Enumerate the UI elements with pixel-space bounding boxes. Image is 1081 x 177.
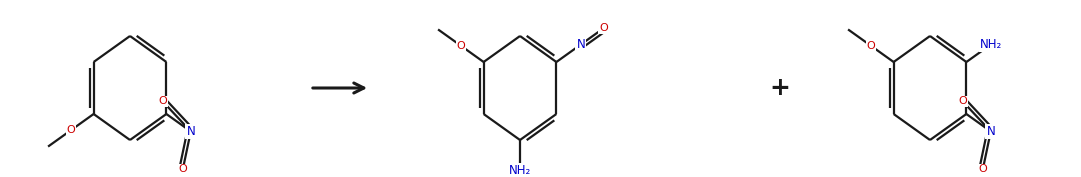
Text: O: O (599, 23, 608, 33)
Text: N: N (986, 125, 996, 138)
Text: NH₂: NH₂ (979, 38, 1002, 51)
Text: O: O (178, 164, 187, 175)
Text: O: O (159, 96, 168, 106)
Text: N: N (576, 38, 585, 51)
Text: NH₂: NH₂ (509, 164, 531, 176)
Text: N: N (186, 125, 196, 138)
Text: O: O (867, 41, 876, 51)
Text: O: O (959, 96, 967, 106)
Text: O: O (66, 125, 76, 135)
Text: +: + (770, 76, 790, 100)
Text: O: O (456, 41, 465, 51)
Text: O: O (978, 164, 987, 175)
